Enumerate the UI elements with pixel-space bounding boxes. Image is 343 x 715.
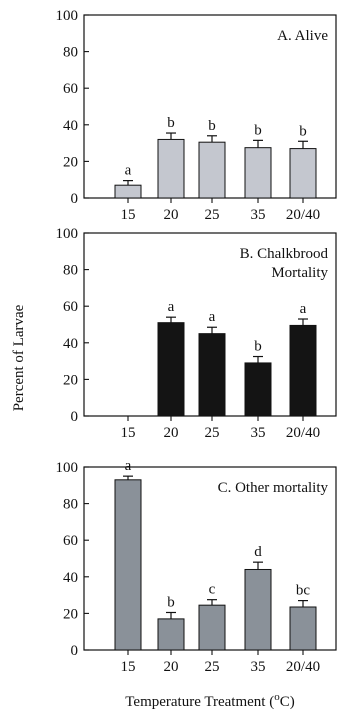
x-tick-label: 20/40: [286, 425, 320, 441]
y-tick-label: 0: [71, 409, 79, 425]
x-tick-label: 20/40: [286, 659, 320, 675]
y-tick-label: 80: [63, 263, 78, 279]
panel-title: A. Alive: [277, 28, 328, 44]
y-tick-label: 60: [63, 81, 78, 97]
x-tick-label: 15: [121, 207, 136, 223]
y-tick-label: 60: [63, 533, 78, 549]
chart-panel-3: 0 20 40 60 80 100 15 a 20 b 25 c 35 d 20/40 bc C. Other …: [56, 458, 337, 675]
significance-letter: b: [167, 115, 175, 131]
y-tick-label: 100: [56, 8, 79, 24]
significance-letter: b: [254, 339, 262, 355]
panel-title: C. Other mortality: [218, 480, 329, 496]
x-tick-label: 20/40: [286, 207, 320, 223]
significance-letter: a: [125, 163, 132, 179]
bar-15: [114, 479, 142, 651]
significance-letter: a: [209, 309, 216, 325]
bar-35: [244, 568, 272, 651]
bar-20: [157, 618, 185, 651]
y-tick-label: 0: [71, 191, 79, 207]
x-axis-label-prefix: Temperature Treatment (: [125, 694, 274, 710]
y-tick-label: 40: [63, 118, 78, 134]
significance-letter: a: [300, 301, 307, 317]
bar-25: [198, 141, 226, 199]
x-tick-label: 20: [164, 425, 179, 441]
chart-panel-2: 0 20 40 60 80 100 15 20 a 25 a 35 b 20/40 a B. Chalkbro…: [56, 226, 337, 441]
significance-letter: d: [254, 544, 262, 560]
y-axis-label: Percent of Larvae: [11, 304, 27, 411]
x-tick-label: 35: [251, 207, 266, 223]
significance-letter: bc: [296, 583, 311, 599]
x-tick-label: 25: [205, 425, 220, 441]
y-tick-label: 20: [63, 154, 78, 170]
bar-35: [244, 362, 272, 417]
x-tick-label: 35: [251, 659, 266, 675]
x-tick-label: 35: [251, 425, 266, 441]
y-tick-label: 100: [56, 226, 79, 242]
chart-panel-1: 0 20 40 60 80 100 15 a 20 b 25 b 35 b 20/40 b A. Alive: [56, 8, 337, 223]
y-tick-label: 60: [63, 299, 78, 315]
significance-letter: b: [299, 123, 307, 139]
significance-letter: c: [209, 582, 216, 598]
x-tick-label: 20: [164, 207, 179, 223]
bar-25: [198, 604, 226, 651]
x-axis-label-superscript: o: [274, 691, 280, 703]
bar-20: [157, 322, 185, 417]
significance-letter: b: [254, 122, 262, 138]
y-tick-label: 80: [63, 497, 78, 513]
bar-35: [244, 147, 272, 199]
bar-20-40: [289, 148, 317, 199]
x-tick-label: 15: [121, 425, 136, 441]
y-tick-label: 40: [63, 336, 78, 352]
x-axis-label-suffix: C): [280, 694, 295, 710]
significance-letter: a: [125, 458, 132, 474]
x-axis-label: Temperature Treatment (oC): [125, 691, 294, 710]
panel-title: Mortality: [271, 265, 328, 281]
bar-25: [198, 333, 226, 417]
y-tick-label: 100: [56, 460, 79, 476]
bar-20-40: [289, 324, 317, 417]
panel-title: B. Chalkbrood: [240, 246, 329, 262]
x-tick-label: 25: [205, 207, 220, 223]
y-tick-label: 0: [71, 643, 79, 659]
y-tick-label: 20: [63, 606, 78, 622]
bar-20-40: [289, 606, 317, 651]
y-tick-label: 40: [63, 570, 78, 586]
x-tick-label: 20: [164, 659, 179, 675]
significance-letter: b: [167, 594, 175, 610]
bar-15: [114, 184, 142, 199]
y-tick-label: 80: [63, 45, 78, 61]
y-tick-label: 20: [63, 372, 78, 388]
significance-letter: b: [208, 118, 216, 134]
x-tick-label: 25: [205, 659, 220, 675]
x-tick-label: 15: [121, 659, 136, 675]
bar-20: [157, 138, 185, 199]
significance-letter: a: [168, 299, 175, 315]
